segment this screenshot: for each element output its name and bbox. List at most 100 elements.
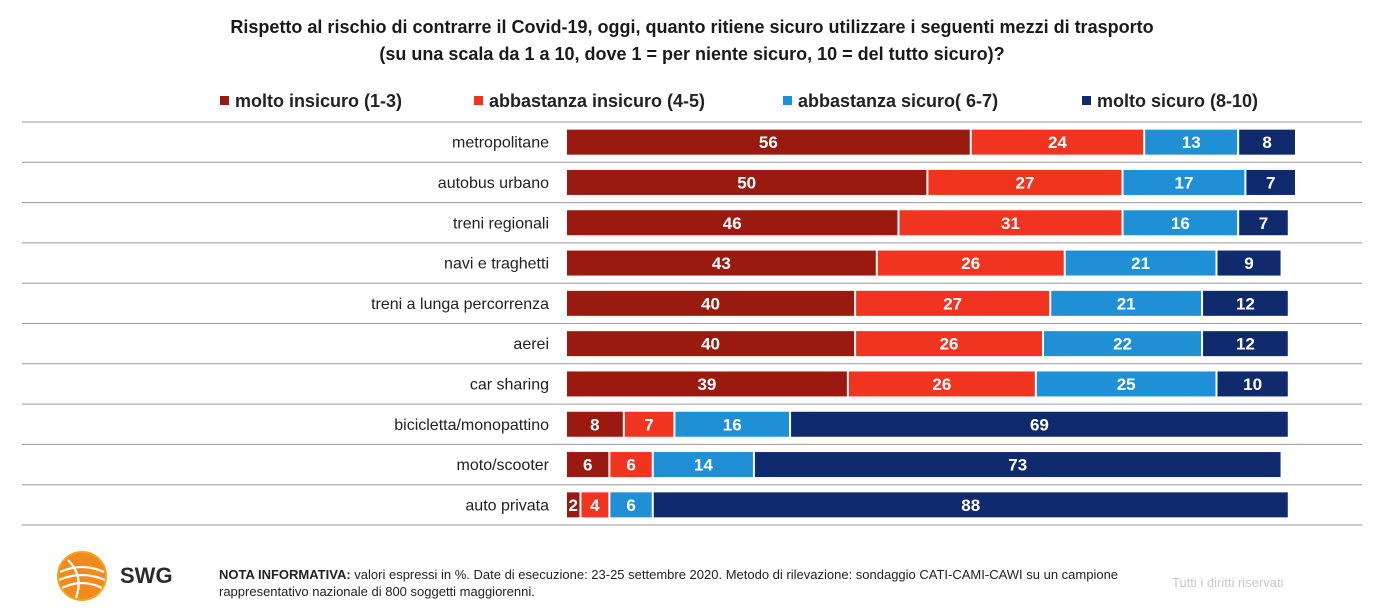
chart-title: Rispetto al rischio di contrarre il Covi…	[0, 14, 1384, 68]
data-label: 6	[626, 496, 635, 515]
bar-segment	[1036, 371, 1216, 397]
data-label: 27	[1015, 173, 1034, 192]
data-label: 21	[1131, 254, 1150, 273]
bar-segment	[567, 169, 927, 195]
bar-segment	[1217, 371, 1288, 397]
data-label: 6	[626, 456, 635, 475]
bar-segment	[581, 492, 609, 518]
bar-segment	[653, 492, 1288, 518]
category-label: aerei	[513, 336, 549, 353]
bar-segment	[610, 492, 652, 518]
data-label: 40	[701, 335, 720, 354]
note-label: NOTA INFORMATIVA:	[219, 567, 351, 582]
bar-segment	[899, 210, 1122, 236]
data-label: 27	[943, 294, 962, 313]
data-label: 40	[701, 294, 720, 313]
data-label: 12	[1236, 335, 1255, 354]
legend-label: abbastanza insicuro (4-5)	[489, 91, 706, 111]
data-label: 16	[723, 415, 742, 434]
title-line-1: Rispetto al rischio di contrarre il Covi…	[230, 17, 1154, 37]
legend-swatch	[1082, 96, 1091, 105]
category-label: moto/scooter	[457, 457, 550, 474]
bar-segment	[624, 411, 674, 437]
category-label: bicicletta/monopattino	[394, 417, 549, 434]
data-label: 43	[712, 254, 731, 273]
brand-name: SWG	[120, 563, 173, 588]
data-label: 39	[697, 375, 716, 394]
data-label: 8	[1262, 133, 1271, 152]
bar-segment	[877, 250, 1064, 276]
bar-segment	[610, 452, 652, 478]
bar-segment	[1145, 129, 1238, 155]
bar-segment	[567, 411, 623, 437]
bar-segment	[848, 371, 1035, 397]
bar-segment	[1239, 129, 1295, 155]
data-label: 26	[961, 254, 980, 273]
bar-segment	[971, 129, 1144, 155]
data-label: 6	[583, 456, 592, 475]
legend-label: abbastanza sicuro( 6-7)	[798, 91, 999, 111]
bar-segment	[1203, 290, 1288, 316]
data-label: 50	[737, 173, 756, 192]
bar-segment	[1246, 169, 1295, 195]
data-label: 31	[1001, 214, 1020, 233]
bar-segment	[856, 331, 1043, 357]
bar-segment	[754, 452, 1281, 478]
bar-segment	[567, 210, 898, 236]
bar-segment	[567, 492, 580, 518]
data-label: 69	[1030, 415, 1049, 434]
bar-segment	[1051, 290, 1202, 316]
data-label: 7	[1259, 214, 1268, 233]
data-label: 46	[723, 214, 742, 233]
bar-segment	[1044, 331, 1202, 357]
legend-swatch	[783, 96, 792, 105]
data-label: 8	[590, 415, 599, 434]
bar-segment	[567, 331, 855, 357]
data-label: 24	[1048, 133, 1067, 152]
bar-segment	[1239, 210, 1288, 236]
legend-swatch	[220, 96, 229, 105]
bar-segment	[567, 371, 847, 397]
rights-notice: Tutti i diritti riservati	[1172, 575, 1284, 590]
data-label: 9	[1244, 254, 1253, 273]
footer-note: NOTA INFORMATIVA: valori espressi in %. …	[219, 566, 1129, 600]
bar-segment	[791, 411, 1288, 437]
data-label: 25	[1117, 375, 1136, 394]
data-label: 10	[1243, 375, 1262, 394]
bar-segment	[567, 129, 970, 155]
category-label: treni regionali	[453, 215, 549, 232]
data-label: 14	[694, 456, 713, 475]
data-label: 12	[1236, 294, 1255, 313]
note-text: valori espressi in %. Date di esecuzione…	[219, 567, 1119, 599]
bar-segment	[675, 411, 790, 437]
bar-segment	[1203, 331, 1288, 357]
data-label: 26	[940, 335, 959, 354]
bar-segment	[1217, 250, 1281, 276]
category-label: treni a lunga percorrenza	[371, 296, 549, 313]
data-label: 88	[961, 496, 980, 515]
bar-segment	[653, 452, 753, 478]
data-label: 2	[568, 496, 577, 515]
data-label: 13	[1182, 133, 1201, 152]
data-label: 22	[1113, 335, 1132, 354]
data-label: 7	[1266, 173, 1275, 192]
category-label: navi e traghetti	[444, 256, 549, 273]
bar-segment	[567, 290, 855, 316]
data-label: 21	[1117, 294, 1136, 313]
data-label: 26	[932, 375, 951, 394]
category-label: car sharing	[470, 376, 549, 393]
legend-item-abbastanza-sicuro: abbastanza sicuro( 6-7)	[783, 91, 998, 112]
category-label: autobus urbano	[438, 175, 549, 192]
chart-legend: molto insicuro (1-3) abbastanza insicuro…	[0, 91, 1384, 115]
legend-label: molto insicuro (1-3)	[235, 91, 403, 111]
legend-item-molto-sicuro: molto sicuro (8-10)	[1082, 91, 1258, 112]
category-label: metropolitane	[452, 135, 549, 152]
data-label: 16	[1171, 214, 1190, 233]
bar-segment	[928, 169, 1122, 195]
bar-segment	[856, 290, 1050, 316]
data-label: 17	[1175, 173, 1194, 192]
legend-item-molto-insicuro: molto insicuro (1-3)	[220, 91, 402, 112]
data-label: 4	[590, 496, 600, 515]
title-line-2: (su una scala da 1 a 10, dove 1 = per ni…	[379, 44, 1005, 64]
